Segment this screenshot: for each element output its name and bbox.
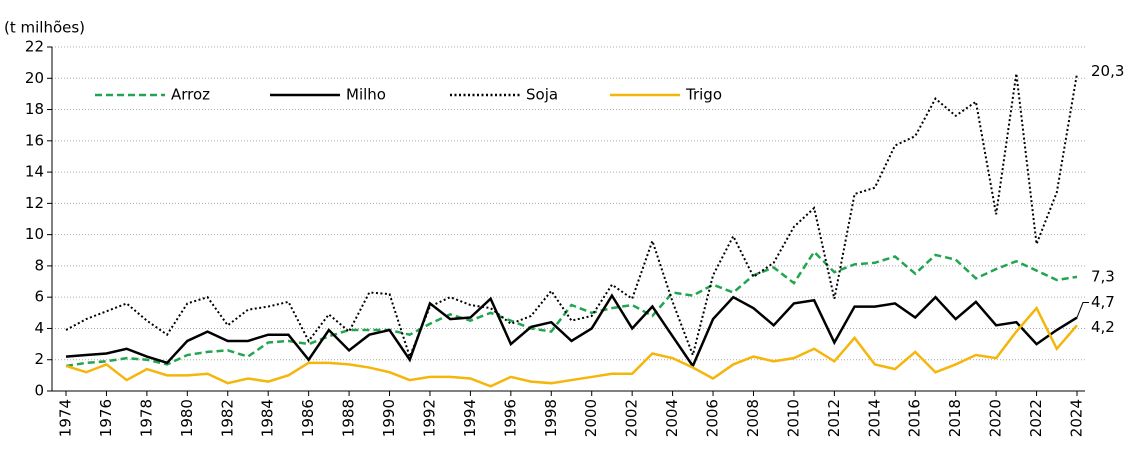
x-tick-label: 2000 (582, 399, 600, 437)
x-tick-label: 2018 (946, 399, 964, 437)
x-tick-label: 2014 (865, 399, 883, 437)
x-tick-label: 2010 (784, 399, 802, 437)
x-tick-label: 1984 (259, 399, 277, 437)
x-tick-label: 2012 (825, 399, 843, 437)
x-tick-label: 1974 (57, 399, 75, 437)
y-tick-label: 22 (25, 38, 44, 56)
x-tick-label: 2016 (906, 399, 924, 437)
legend-label: Milho (346, 86, 386, 104)
leader-line (1076, 302, 1089, 318)
x-tick-label: 1992 (420, 399, 438, 437)
x-tick-label: 1990 (380, 399, 398, 437)
y-tick-label: 0 (34, 382, 44, 400)
y-tick-label: 8 (34, 256, 44, 274)
series-line (65, 249, 1078, 368)
value-label: 20,3 (1091, 62, 1124, 80)
x-tick-label: 2020 (987, 399, 1005, 437)
x-tick-label: 2004 (663, 399, 681, 437)
x-tick-label: 1986 (299, 399, 317, 437)
value-label: 7,3 (1091, 267, 1115, 285)
x-tick-label: 1978 (137, 399, 155, 437)
x-tick-label: 1996 (501, 399, 519, 437)
x-tick-label: 2008 (744, 399, 762, 437)
value-label: 4,7 (1091, 293, 1115, 311)
series-line (65, 293, 1078, 369)
x-tick-label: 1976 (97, 399, 115, 437)
legend-label: Trigo (685, 86, 722, 104)
y-tick-label: 14 (25, 163, 44, 181)
y-tick-label: 6 (34, 288, 44, 306)
x-tick-label: 2022 (1027, 399, 1045, 437)
series-line (65, 73, 1078, 360)
y-tick-label: 18 (25, 100, 44, 118)
y-tick-label: 16 (25, 131, 44, 149)
x-tick-label: 2006 (704, 399, 722, 437)
x-tick-label: 1982 (218, 399, 236, 437)
y-tick-label: 2 (34, 350, 44, 368)
y-tick-label: 10 (25, 225, 44, 243)
x-tick-label: 1980 (178, 399, 196, 437)
legend-label: Soja (526, 86, 558, 104)
x-tick-label: 2002 (623, 399, 641, 437)
x-tick-label: 1994 (461, 399, 479, 437)
x-tick-label: 1988 (340, 399, 358, 437)
series-line (65, 305, 1078, 388)
y-tick-label: 12 (25, 194, 44, 212)
y-axis-label: (t milhões) (4, 19, 85, 37)
x-tick-label: 2024 (1068, 399, 1086, 437)
y-tick-label: 20 (25, 69, 44, 87)
x-tick-label: 1998 (542, 399, 560, 437)
y-tick-label: 4 (34, 319, 44, 337)
legend-label: Arroz (171, 86, 210, 104)
value-label: 4,2 (1091, 318, 1115, 336)
